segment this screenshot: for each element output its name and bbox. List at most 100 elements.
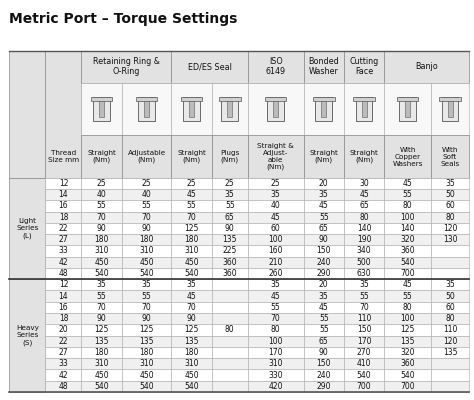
Bar xyxy=(82,135,122,178)
Bar xyxy=(384,302,431,313)
Bar xyxy=(384,245,431,257)
Bar xyxy=(303,245,344,257)
Text: Straight
(Nm): Straight (Nm) xyxy=(310,150,338,163)
Text: 140: 140 xyxy=(400,224,415,233)
Bar xyxy=(212,200,248,212)
Text: 360: 360 xyxy=(222,258,237,267)
Text: 540: 540 xyxy=(94,269,109,278)
Text: 340: 340 xyxy=(357,246,372,256)
Bar xyxy=(46,200,82,212)
Text: 48: 48 xyxy=(59,382,68,391)
Bar xyxy=(122,370,172,381)
Text: 60: 60 xyxy=(445,201,455,210)
Text: 35: 35 xyxy=(271,190,281,199)
Text: 150: 150 xyxy=(317,246,331,256)
Text: 33: 33 xyxy=(59,246,68,256)
Text: 320: 320 xyxy=(400,235,415,244)
Bar xyxy=(212,212,248,223)
Bar xyxy=(384,51,469,82)
Bar xyxy=(82,324,122,336)
Bar xyxy=(122,324,172,336)
Bar xyxy=(212,358,248,370)
Bar xyxy=(189,101,194,117)
Text: Metric Port – Torque Settings: Metric Port – Torque Settings xyxy=(9,12,238,26)
Bar xyxy=(344,313,384,324)
Text: 35: 35 xyxy=(97,280,107,289)
Text: 25: 25 xyxy=(97,179,107,188)
Text: 180: 180 xyxy=(94,235,109,244)
Text: 70: 70 xyxy=(271,314,281,323)
Text: 100: 100 xyxy=(400,314,415,323)
Bar xyxy=(265,97,286,102)
Text: 140: 140 xyxy=(357,224,371,233)
Bar xyxy=(267,97,284,120)
Text: 70: 70 xyxy=(187,303,196,312)
Text: 120: 120 xyxy=(443,224,457,233)
Text: 45: 45 xyxy=(319,303,328,312)
Bar xyxy=(248,135,303,178)
Bar xyxy=(344,51,384,82)
Text: 30: 30 xyxy=(359,179,369,188)
Bar xyxy=(344,212,384,223)
Bar xyxy=(431,178,469,189)
Bar xyxy=(431,290,469,302)
Text: 45: 45 xyxy=(187,292,196,301)
Text: 35: 35 xyxy=(359,280,369,289)
Text: 110: 110 xyxy=(443,326,457,334)
Text: 16: 16 xyxy=(59,201,68,210)
Bar xyxy=(46,347,82,358)
Bar xyxy=(122,178,172,189)
Bar xyxy=(273,101,278,117)
Bar xyxy=(313,97,335,102)
Bar xyxy=(384,178,431,189)
Text: 240: 240 xyxy=(317,258,331,267)
Text: 90: 90 xyxy=(142,314,152,323)
Bar xyxy=(248,223,303,234)
Text: 25: 25 xyxy=(142,179,151,188)
Bar xyxy=(344,268,384,279)
Bar xyxy=(384,268,431,279)
Text: 150: 150 xyxy=(317,359,331,368)
Text: 70: 70 xyxy=(142,213,152,222)
Text: 22: 22 xyxy=(59,224,68,233)
Bar xyxy=(431,302,469,313)
Bar xyxy=(399,97,416,120)
Bar xyxy=(248,347,303,358)
Text: 55: 55 xyxy=(402,292,412,301)
Bar xyxy=(122,189,172,200)
Bar xyxy=(303,51,344,82)
Bar xyxy=(303,200,344,212)
Text: 55: 55 xyxy=(319,326,328,334)
Bar xyxy=(384,347,431,358)
Text: Banjo: Banjo xyxy=(415,62,438,71)
Text: 410: 410 xyxy=(357,359,371,368)
Bar xyxy=(82,381,122,392)
Text: 125: 125 xyxy=(401,326,415,334)
Bar xyxy=(344,189,384,200)
Bar xyxy=(82,82,122,135)
Text: 25: 25 xyxy=(187,179,196,188)
Text: 540: 540 xyxy=(184,382,199,391)
Bar xyxy=(248,302,303,313)
Text: 360: 360 xyxy=(400,246,415,256)
Text: Bonded
Washer: Bonded Washer xyxy=(309,57,339,76)
Bar xyxy=(46,223,82,234)
Bar xyxy=(431,135,469,178)
Text: 55: 55 xyxy=(271,303,281,312)
Text: 310: 310 xyxy=(139,359,154,368)
Bar xyxy=(46,189,82,200)
Bar xyxy=(172,336,212,347)
Bar xyxy=(248,370,303,381)
Bar xyxy=(431,212,469,223)
Text: 270: 270 xyxy=(357,348,371,357)
Text: 700: 700 xyxy=(400,269,415,278)
Bar xyxy=(46,290,82,302)
Text: 125: 125 xyxy=(94,326,109,334)
Bar xyxy=(122,245,172,257)
Bar xyxy=(248,336,303,347)
Text: 45: 45 xyxy=(402,280,412,289)
Bar xyxy=(172,189,212,200)
Text: 180: 180 xyxy=(184,235,199,244)
Text: 50: 50 xyxy=(445,292,455,301)
Bar xyxy=(431,82,469,135)
